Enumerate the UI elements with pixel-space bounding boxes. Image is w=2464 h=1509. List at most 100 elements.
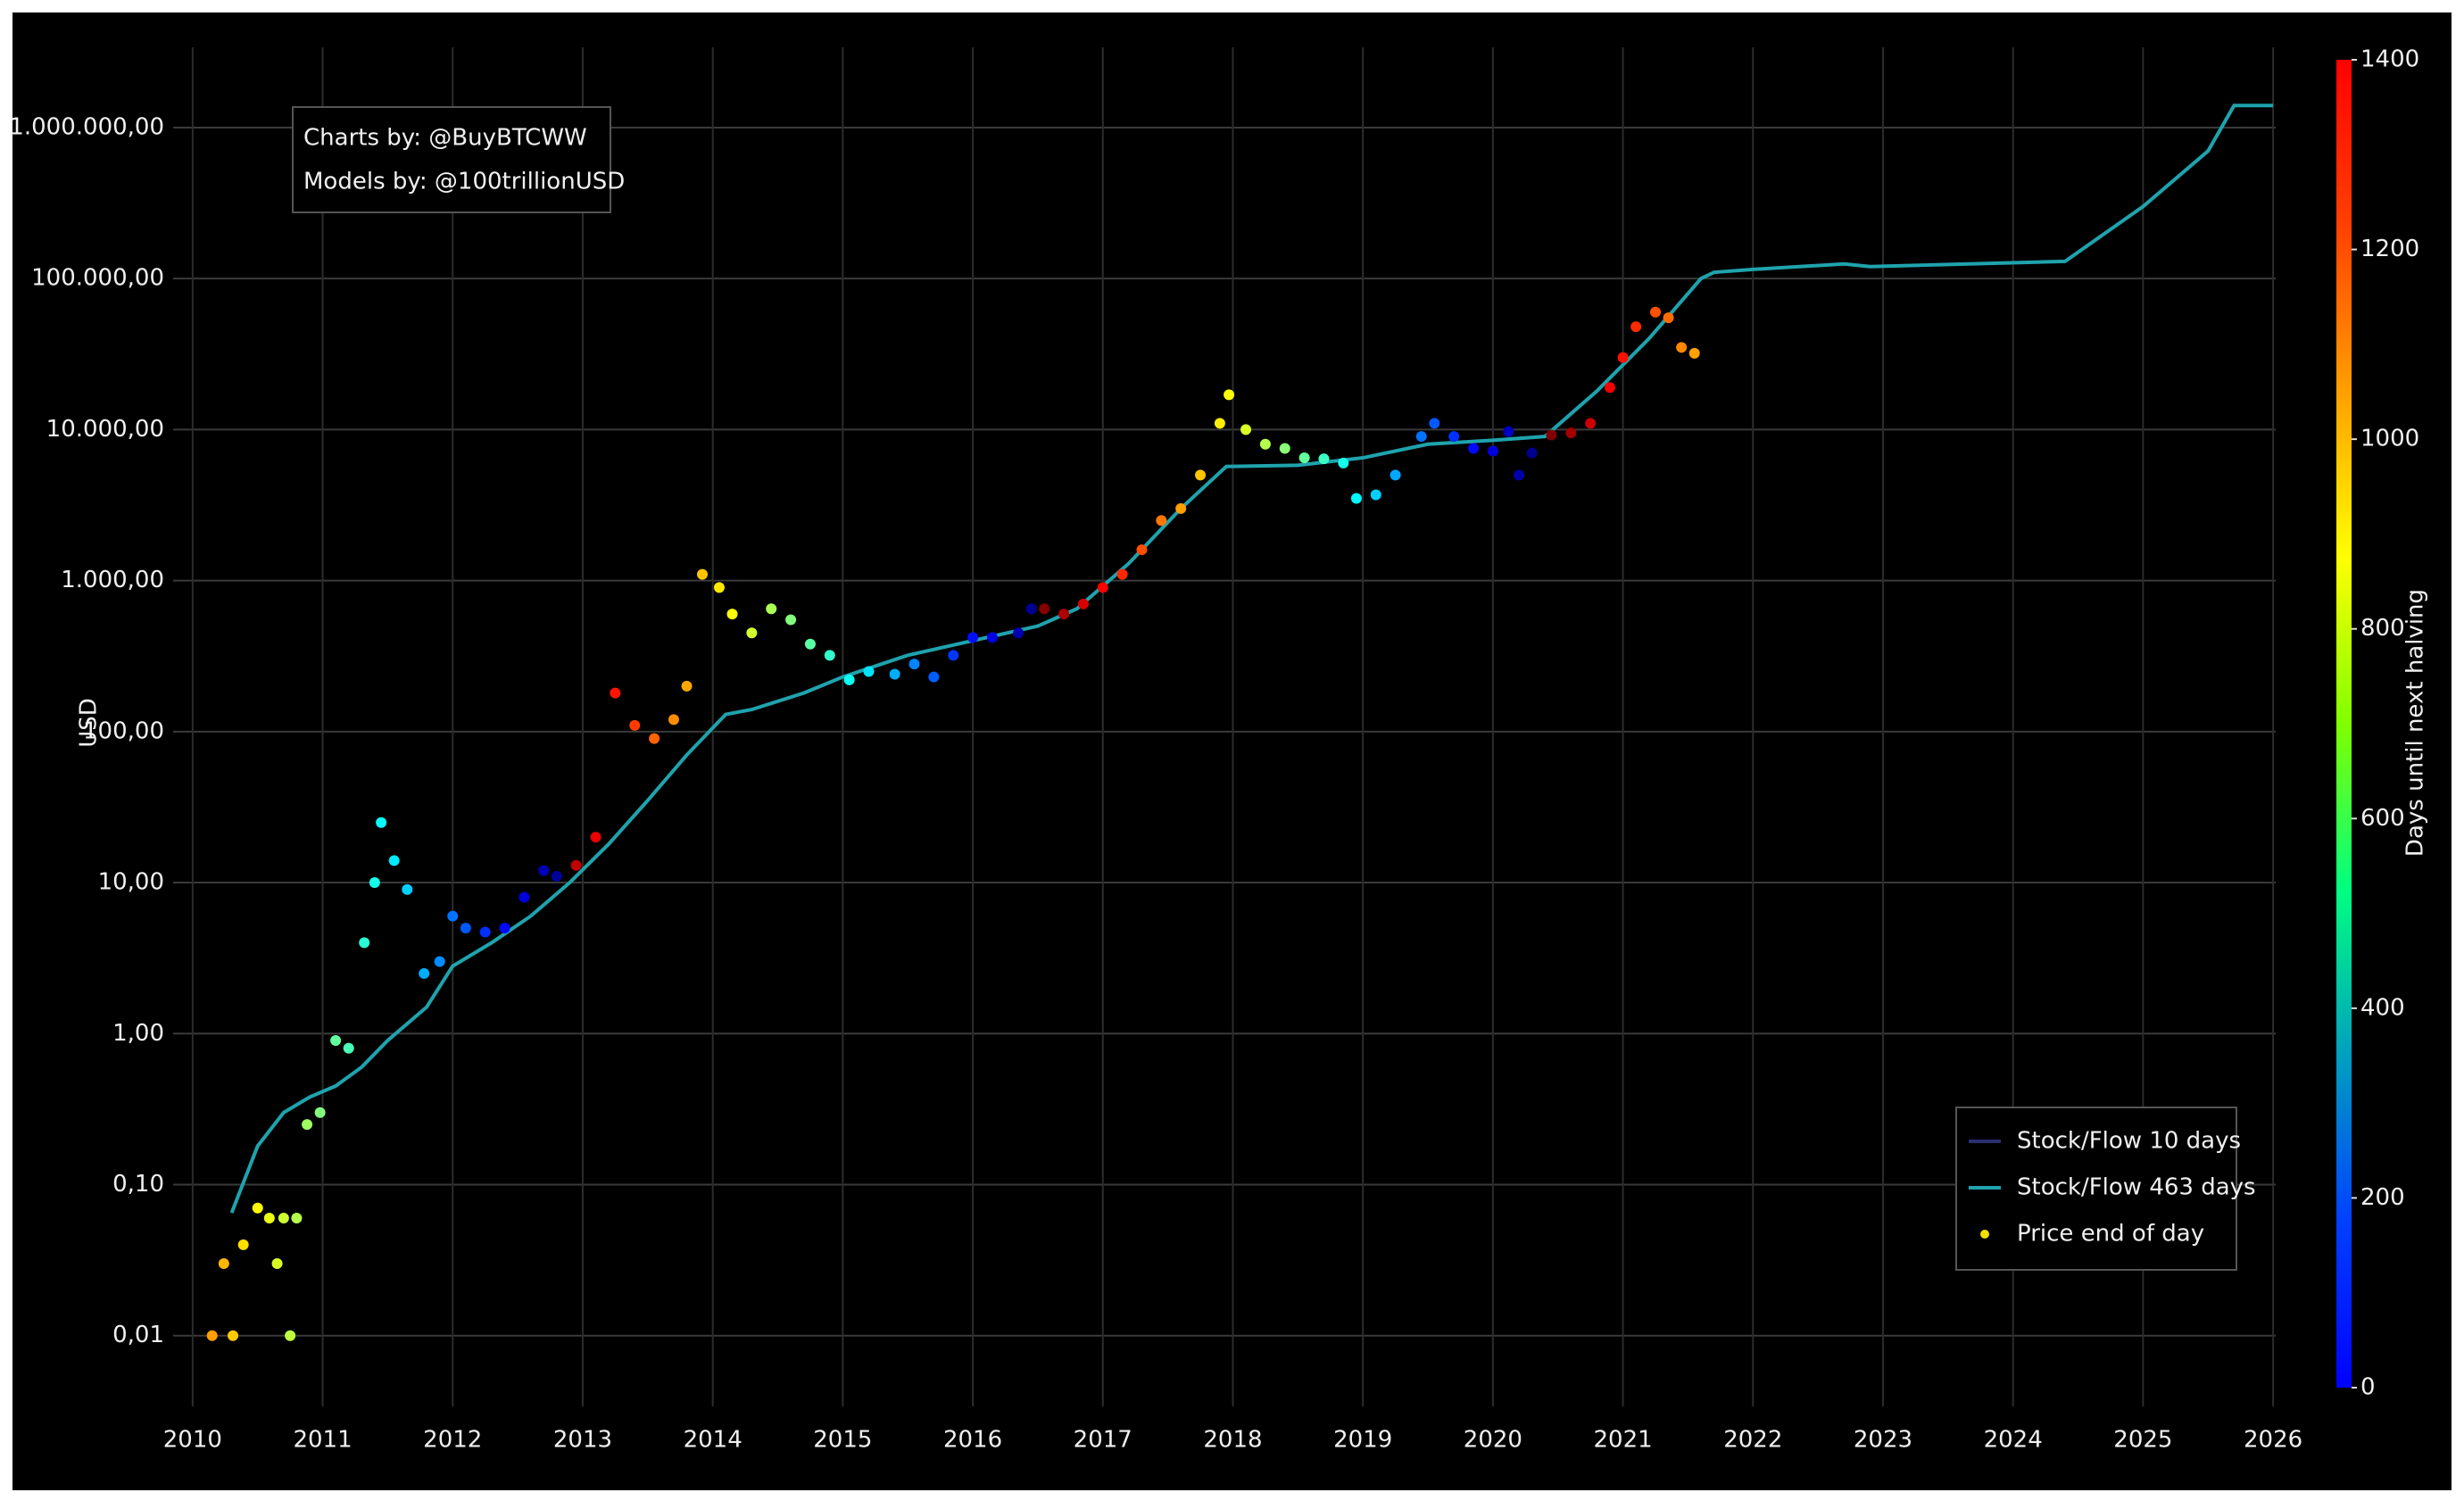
x-tick-label: 2019 [1333,1427,1392,1454]
price-point [1565,427,1577,439]
x-tick-label: 2013 [553,1427,612,1454]
price-point [1448,431,1460,443]
y-tick-label: 1.000.000,00 [9,113,164,140]
price-point [681,680,693,692]
price-point [1605,382,1616,394]
y-tick-label: 1,00 [112,1020,164,1047]
price-point [1279,443,1290,454]
annotation: Charts by: @BuyBTCWW [303,125,587,152]
colorbar-tick-label: 400 [2360,994,2405,1021]
x-tick-label: 2021 [1593,1427,1652,1454]
price-point [1116,568,1128,580]
y-tick-label: 10,00 [98,869,164,896]
price-point [1514,469,1525,481]
price-point [314,1107,326,1118]
price-point [1350,493,1362,504]
price-point [746,627,758,639]
price-point [285,1330,296,1341]
price-point [538,865,550,876]
price-point [668,714,679,725]
x-tick-label: 2024 [1984,1427,2043,1454]
price-point [499,922,510,933]
price-point [228,1330,239,1341]
price-point [447,910,459,922]
sf-line [229,104,2274,1214]
price-point [1526,447,1538,459]
price-point [218,1257,229,1269]
y-tick-label: 100,00 [83,717,164,744]
colorbar-label: Days until next halving [2402,589,2429,857]
price-point [1650,306,1662,318]
price-point [252,1202,263,1214]
price-point [649,733,660,744]
x-tick-label: 2025 [2113,1427,2172,1454]
price-point [369,877,380,889]
price-point [590,832,601,843]
price-point [402,883,413,895]
price-point [1013,627,1025,639]
price-point [570,859,582,871]
colorbar-tick-label: 800 [2360,615,2405,642]
price-point [1214,418,1225,429]
price-point [1370,489,1381,501]
y-tick-label: 10.000,00 [46,416,164,443]
price-point [1390,469,1401,481]
price-point [843,674,855,685]
price-point [889,668,900,680]
price-point [1058,609,1070,620]
price-point [479,926,491,938]
x-tick-label: 2020 [1464,1427,1522,1454]
price-point [1429,418,1440,429]
colorbar-tick-label: 1200 [2360,236,2419,262]
price-point [713,582,725,593]
colorbar-tick-label: 600 [2360,805,2405,832]
colorbar [2336,60,2352,1388]
price-point [302,1119,313,1131]
price-point [271,1257,283,1269]
price-point [1663,312,1674,324]
price-point [1688,347,1700,359]
price-point [1318,453,1330,465]
x-tick-label: 2023 [1854,1427,1912,1454]
price-point [908,659,920,670]
colorbar-tick-label: 0 [2360,1374,2376,1401]
price-point [359,937,370,949]
y-tick-label: 0,01 [112,1322,164,1348]
price-point [519,891,530,903]
colorbar-tick-label: 1400 [2360,46,2419,73]
price-point [1156,515,1167,526]
price-point [1676,342,1688,353]
y-tick-label: 0,10 [112,1171,164,1198]
price-point [824,650,835,661]
price-point [1487,445,1498,457]
price-point [419,967,430,979]
price-point [291,1213,303,1224]
price-point [697,568,709,580]
x-tick-label: 2017 [1074,1427,1132,1454]
price-point [376,817,387,828]
price-point [1097,582,1108,593]
y-tick-label: 100.000,00 [31,265,164,292]
price-point [263,1213,275,1224]
price-point [863,666,875,677]
price-point [1025,603,1037,615]
price-point [206,1330,218,1341]
price-point [1415,431,1427,443]
annotation: Models by: @100trillionUSD [303,169,625,195]
y-tick-label: 1.000,00 [61,567,164,593]
price-point [1077,598,1089,609]
legend-box [1955,1107,2237,1271]
price-point [278,1213,289,1224]
legend-label: Price end of day [2017,1221,2204,1248]
price-point [1585,418,1597,429]
price-point [1195,469,1207,481]
x-tick-label: 2011 [293,1427,352,1454]
legend-label: Stock/Flow 10 days [2017,1128,2241,1155]
price-point [1617,352,1629,363]
price-point [1224,389,1235,401]
price-point [388,855,400,866]
price-point [726,609,738,620]
legend-label: Stock/Flow 463 days [2017,1174,2256,1201]
price-point [967,632,979,643]
colorbar-tick-label: 1000 [2360,426,2419,452]
